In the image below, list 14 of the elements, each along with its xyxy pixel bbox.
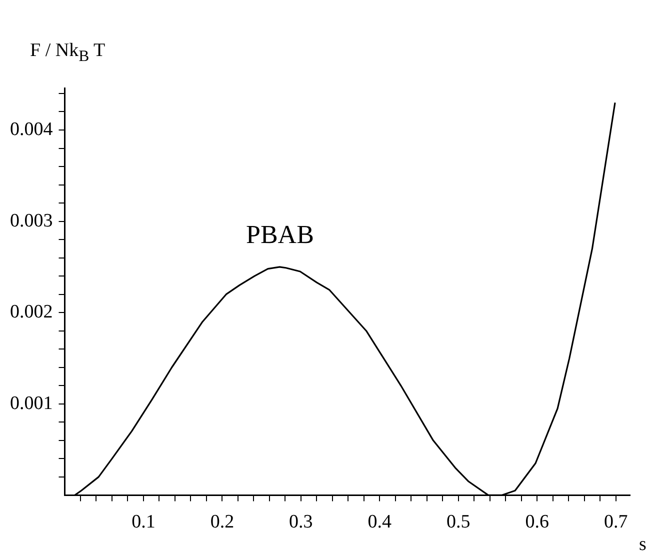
x-tick-label: 0.6 [525,512,549,533]
x-tick-label: 0.4 [368,512,392,533]
x-tick-label: 0.3 [289,512,313,533]
annotation: PBAB [246,220,314,250]
y-tick-label: 0.004 [10,118,54,140]
x-axis-title: s [639,534,646,556]
y-tick-label: 0.001 [10,392,53,414]
y-tick-label: 0.003 [10,210,53,232]
x-tick-label: 0.7 [604,512,628,533]
x-tick-label: 0.1 [132,512,156,533]
x-tick-label: 0.2 [210,512,234,533]
y-tick-label: 0.002 [10,302,53,323]
x-tick-label: 0.5 [446,512,470,533]
y-axis-title: F / Nk$_{B}$ T [30,40,106,66]
